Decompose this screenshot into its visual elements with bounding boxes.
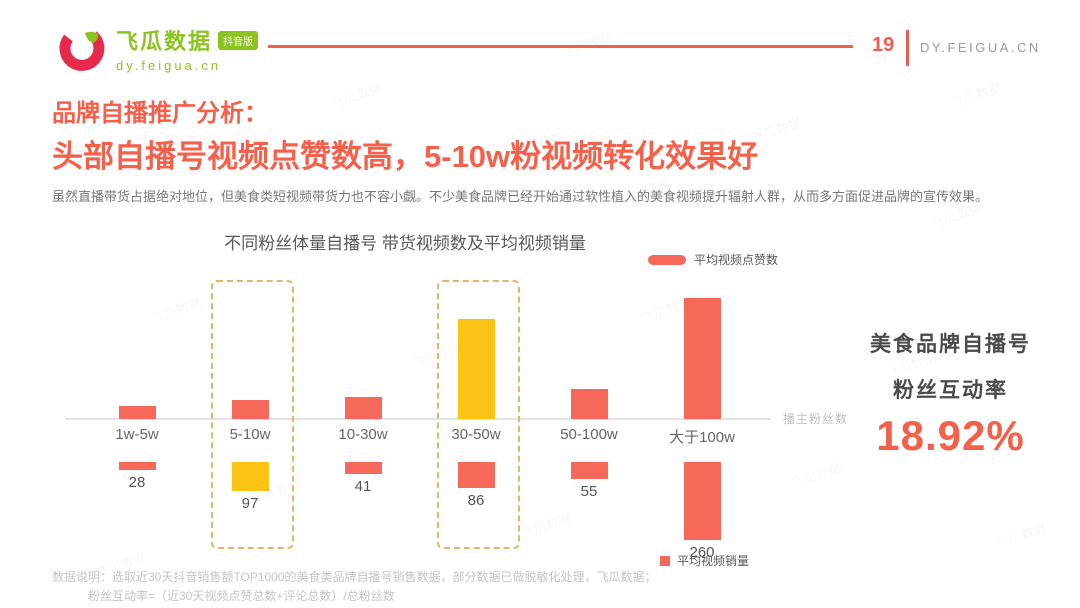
chart-title: 不同粉丝体量自播号 带货视频数及平均视频销量 <box>224 234 586 253</box>
likes-bar-5-10w <box>231 400 269 419</box>
sales-bar-10-30w <box>344 462 382 474</box>
site-url: DY.FEIGUA.CN <box>920 40 1041 55</box>
sales-bar-50-100w <box>570 462 608 479</box>
header-divider <box>906 30 909 66</box>
highlight-box-5-10w <box>210 280 294 549</box>
sales-value-5-10w: 97 <box>241 495 259 512</box>
sales-value-10-30w: 41 <box>354 478 372 495</box>
footnote-line2: 粉丝互动率=（近30天视频点赞总数+评论总数）/总粉丝数 <box>88 589 395 603</box>
sales-bar-1w-5w <box>118 462 156 470</box>
page-title: 头部自播号视频点赞数高，5-10w粉视频转化效果好 <box>52 139 759 174</box>
sales-value-50-100w: 55 <box>580 483 598 500</box>
brand-logo: 飞瓜数据 抖音版 dy.feigua.cn <box>58 24 259 73</box>
watermark: 飞瓜数据 <box>329 79 384 112</box>
category-label-5-10w: 5-10w <box>229 426 271 443</box>
page-number: 19 <box>872 34 895 56</box>
section-kicker: 品牌自播推广分析： <box>52 100 268 127</box>
watermark: 飞瓜数据 <box>994 519 1049 552</box>
footnote-line1: 数据说明：选取近30天抖音销售额TOP1000的美食类品牌自播号销售数据，部分数… <box>52 570 657 584</box>
legend-sales-label: 平均视频销量 <box>677 554 750 568</box>
likes-bar-30-50w <box>457 319 495 419</box>
stat-line2: 粉丝互动率 <box>893 379 1008 402</box>
category-label-1w-5w: 1w-5w <box>115 426 159 443</box>
sales-value-30-50w: 86 <box>467 492 485 509</box>
likes-bar-大于100w <box>683 298 721 419</box>
likes-bar-1w-5w <box>118 406 156 419</box>
stat-value: 18.92% <box>876 412 1025 459</box>
brand-domain: dy.feigua.cn <box>116 58 222 73</box>
feigua-logo-icon <box>59 30 105 71</box>
sales-bar-大于100w <box>683 462 721 540</box>
watermark: 飞瓜数据 <box>949 79 1004 112</box>
brand-name: 飞瓜数据 <box>116 29 213 54</box>
bar-chart: 播主粉丝数 1w-5w 28 5-10w 97 10-30w 41 30-50w 86 50-1… <box>65 270 865 570</box>
legend-sales: 平均视频销量 <box>660 552 749 569</box>
header-rule <box>268 45 853 48</box>
legend-sales-swatch <box>660 555 670 566</box>
likes-bar-10-30w <box>344 397 382 419</box>
category-label-大于100w: 大于100w <box>669 429 735 446</box>
sales-bar-30-50w <box>457 462 495 488</box>
x-axis-line <box>65 418 771 420</box>
sales-bar-5-10w <box>231 462 269 491</box>
category-label-10-30w: 10-30w <box>338 426 388 443</box>
description-text: 虽然直播带货占据绝对地位，但美食类短视频带货力也不容小觑。不少美食品牌已经开始通… <box>52 189 989 204</box>
category-label-50-100w: 50-100w <box>560 426 618 443</box>
highlight-box-30-50w <box>436 280 520 549</box>
brand-badge: 抖音版 <box>218 30 259 50</box>
legend-likes-label: 平均视频点赞数 <box>694 253 779 267</box>
sales-value-1w-5w: 28 <box>128 474 146 491</box>
likes-bar-50-100w <box>570 389 608 419</box>
sales-value-大于100w: 260 <box>689 544 715 561</box>
x-axis-label: 播主粉丝数 <box>783 412 849 426</box>
legend-likes-swatch <box>648 254 686 265</box>
stat-panel: 美食品牌自播号 粉丝互动率 18.92% <box>843 328 1058 460</box>
stat-line1: 美食品牌自播号 <box>870 333 1031 356</box>
legend-likes: 平均视频点赞数 <box>648 251 778 268</box>
category-label-30-50w: 30-50w <box>451 426 501 443</box>
